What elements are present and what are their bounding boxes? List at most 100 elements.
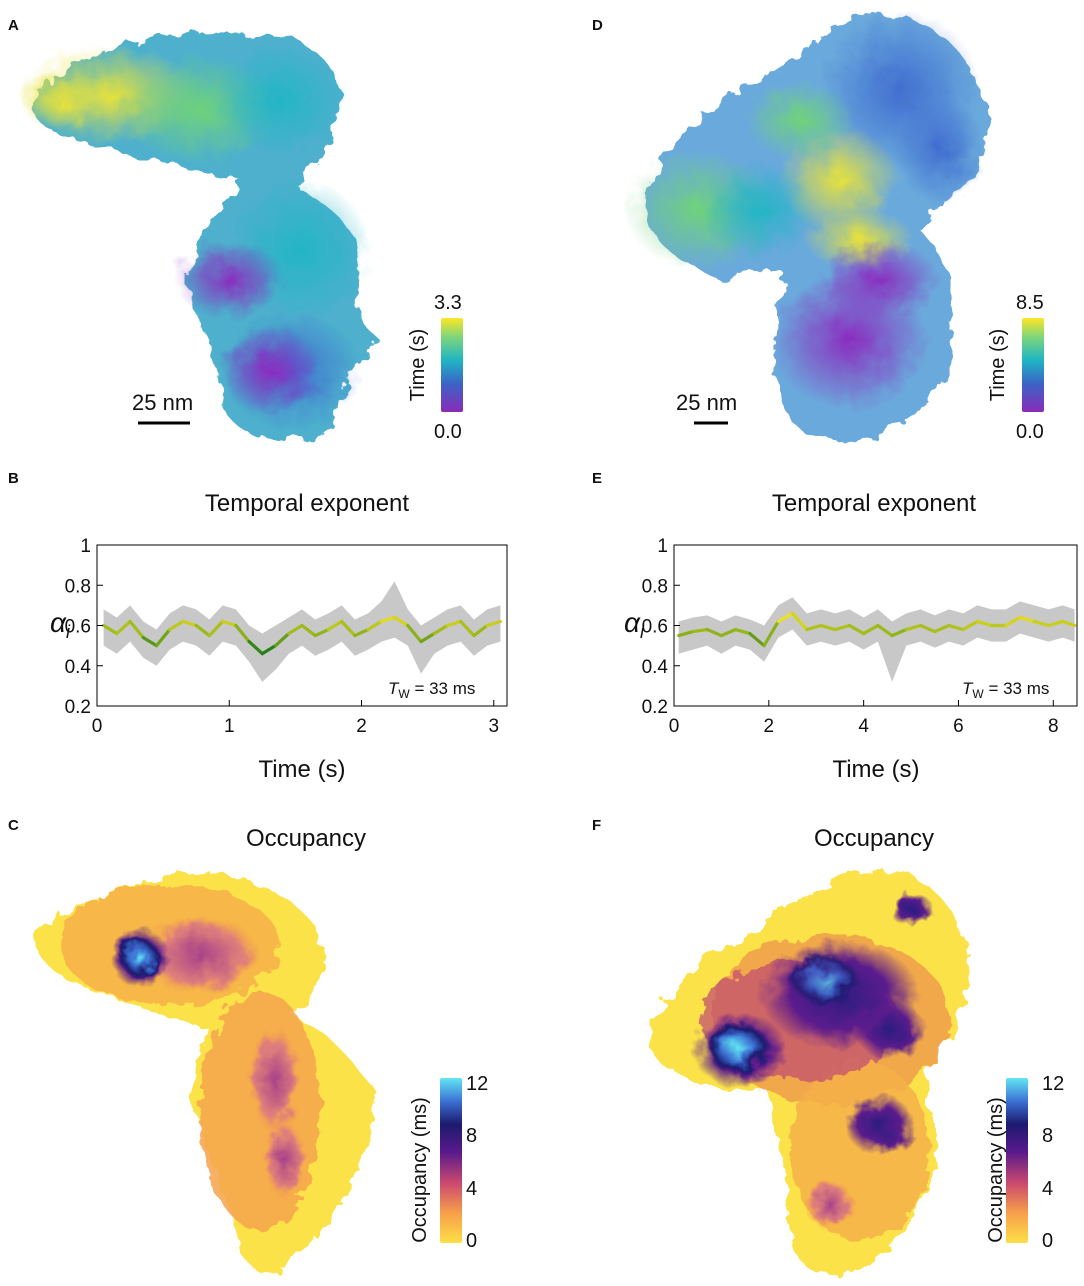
mean-segment-B <box>115 619 132 636</box>
mean-segment-E <box>790 611 809 632</box>
mean-segment-B <box>234 623 251 644</box>
colorbar-tick-f-4: 4 <box>1042 1178 1053 1200</box>
panel-label-b: B <box>8 470 19 487</box>
occupancy-map-f <box>649 868 970 1276</box>
colorbar-tick-c-4: 4 <box>466 1178 477 1200</box>
colorbar-tick-c-12: 12 <box>466 1073 488 1095</box>
mean-segment-E <box>805 623 823 632</box>
xtick-label-B: 0 <box>92 716 103 737</box>
mean-segment-E <box>933 623 951 634</box>
trajectory-a <box>20 32 380 440</box>
trajectory-d <box>625 10 987 443</box>
mean-segment-E <box>1046 619 1065 628</box>
xlabel-b: Time (s) <box>258 756 345 783</box>
colorbar-a <box>441 318 463 412</box>
panel-label-a: A <box>8 17 19 34</box>
mean-segment-E <box>691 627 709 634</box>
plot-area-e <box>677 597 1077 682</box>
colorbar-max-a: 3.3 <box>434 292 462 314</box>
mean-segment-B <box>326 619 344 632</box>
panel-label-d: D <box>592 17 603 34</box>
mean-segment-E <box>1018 615 1036 624</box>
mean-segment-E <box>734 627 752 636</box>
ticks-b: 0 1 2 3 0.2 0.4 0.6 0.8 1 <box>65 536 499 737</box>
mean-segment-B <box>419 631 436 644</box>
mean-segment-B <box>273 631 291 648</box>
panel-a: A 25 nm 3.3 0.0 Time (s) <box>8 17 463 443</box>
ytick-label-E: 0.8 <box>642 576 668 597</box>
mean-segment-E <box>1032 619 1051 628</box>
colorbar-label-c: Occupancy (ms) <box>409 1097 431 1243</box>
xtick-label-B: 1 <box>224 716 235 737</box>
title-f: Occupancy <box>814 825 934 852</box>
mean-segment-E <box>677 629 695 638</box>
colorbar-label-f: Occupancy (ms) <box>985 1097 1007 1243</box>
xtick-label-E: 0 <box>669 716 680 737</box>
mean-segment-E <box>776 611 795 624</box>
panel-label-f: F <box>592 817 601 834</box>
mean-segment-B <box>472 623 489 638</box>
mean-segment-B <box>168 619 185 632</box>
ytick-label-B: 0.2 <box>65 697 91 718</box>
mean-segment-E <box>890 627 908 638</box>
mean-segment-E <box>862 623 880 636</box>
ytick-label-E: 0.2 <box>642 697 668 718</box>
mean-segment-B <box>260 644 278 656</box>
mean-segment-B <box>141 635 159 648</box>
mean-segment-E <box>961 619 980 632</box>
mean-segment-E <box>748 631 766 648</box>
ytick-label-E: 0.4 <box>642 657 669 678</box>
mean-segment-B <box>485 619 502 628</box>
ylabel-e: αi <box>624 607 645 642</box>
title-e: Temporal exponent <box>772 490 976 517</box>
colorbar-c <box>440 1078 462 1243</box>
mean-segment-B <box>207 619 225 638</box>
mean-segment-E <box>762 619 780 648</box>
panel-label-e: E <box>592 470 602 487</box>
colorbar-label-a: Time (s) <box>407 329 429 402</box>
mean-segment-E <box>947 623 965 632</box>
mean-segment-B <box>247 639 264 656</box>
panel-label-c: C <box>8 817 19 834</box>
ytick-label-B: 0.8 <box>65 576 91 597</box>
colorbar-tick-c-8: 8 <box>466 1125 477 1147</box>
panel-c: C Occupancy 12 8 4 0 Occupancy (ms) <box>8 817 488 1272</box>
mean-segment-E <box>975 619 994 628</box>
xtick-label-B: 3 <box>488 716 499 737</box>
title-c: Occupancy <box>246 825 366 852</box>
colorbar-min-a: 0.0 <box>434 421 462 443</box>
mean-segment-B <box>313 627 331 638</box>
mean-segment-E <box>833 623 852 632</box>
occupancy-map-c <box>34 872 379 1272</box>
window-annotation-b: TW = 33 ms <box>388 679 475 701</box>
panel-b: B Temporal exponent 0 1 2 3 0.2 0.4 0.6 0.8 1 Ti… <box>8 470 508 783</box>
mean-segment-E <box>1004 615 1022 628</box>
mean-segment-B <box>392 615 410 628</box>
mean-segment-B <box>445 619 463 628</box>
mean-segment-B <box>459 619 476 638</box>
title-b: Temporal exponent <box>205 490 409 517</box>
plot-area-b <box>102 581 502 682</box>
ytick-label-E: 1 <box>657 536 668 557</box>
mean-segment-B <box>102 623 119 636</box>
colorbar-d <box>1022 318 1044 412</box>
colorbar-tick-f-12: 12 <box>1042 1073 1064 1095</box>
mean-segment-B <box>340 619 357 638</box>
xtick-label-E: 2 <box>764 716 775 737</box>
ylabel-b: αi <box>50 607 71 642</box>
mean-segment-B <box>432 623 450 636</box>
mean-segment-B <box>181 619 198 628</box>
mean-segment-B <box>154 627 172 648</box>
mean-segment-B <box>379 615 397 624</box>
xtick-label-B: 2 <box>356 716 367 737</box>
mean-segment-B <box>194 623 212 638</box>
band-B <box>103 581 501 682</box>
mean-segment-B <box>366 619 383 632</box>
xtick-label-E: 6 <box>953 716 964 737</box>
mean-segment-E <box>918 623 937 634</box>
colorbar-f <box>1006 1078 1028 1243</box>
scale-bar-label-d: 25 nm <box>676 390 737 415</box>
mean-segment-E <box>876 623 894 638</box>
mean-segment-E <box>1061 619 1077 628</box>
